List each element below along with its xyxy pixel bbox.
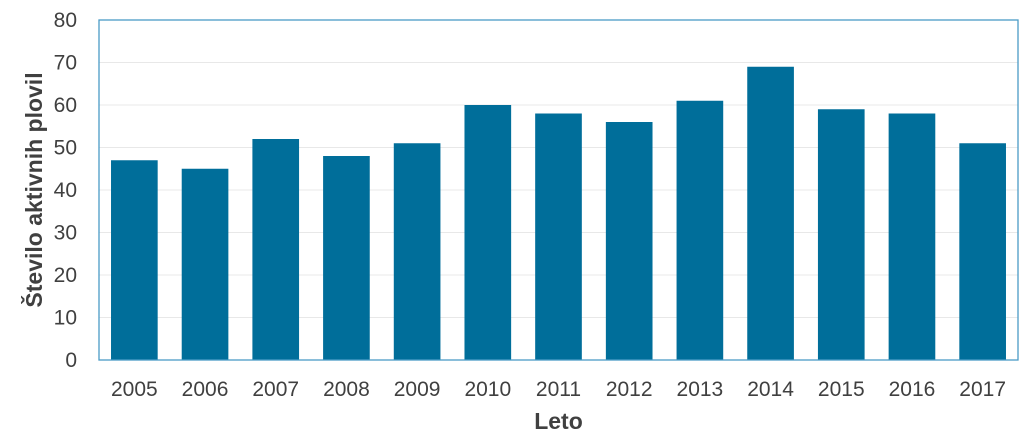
x-tick-label: 2011 xyxy=(536,378,581,401)
bar-2016 xyxy=(888,113,936,360)
y-tick-label: 70 xyxy=(54,52,77,75)
x-tick-label: 2012 xyxy=(606,378,653,401)
bar-2012 xyxy=(605,122,653,360)
x-tick-label: 2007 xyxy=(252,378,299,401)
bar-2010 xyxy=(464,105,512,360)
bar-2013 xyxy=(676,100,724,360)
bars xyxy=(111,66,1006,360)
y-tick-label: 10 xyxy=(54,307,77,330)
plot-area-border xyxy=(98,19,1019,361)
y-tick-label: 30 xyxy=(54,222,77,245)
x-tick-label: 2015 xyxy=(818,378,865,401)
y-tick-label: 40 xyxy=(54,179,77,202)
x-tick-label: 2014 xyxy=(747,378,794,401)
y-tick-labels: 0 10 20 30 40 50 60 70 80 xyxy=(54,9,77,372)
y-tick-label: 60 xyxy=(54,94,77,117)
y-tick-label: 50 xyxy=(54,137,77,160)
bar-2005 xyxy=(111,160,158,360)
bar-2014 xyxy=(747,66,794,360)
bar-2006 xyxy=(181,168,229,360)
bar-2011 xyxy=(535,113,582,360)
x-axis-title: Leto xyxy=(534,408,583,434)
bar-2009 xyxy=(393,143,441,360)
y-axis-title: Število aktivnih plovil xyxy=(20,72,47,307)
bar-2008 xyxy=(323,156,370,360)
y-tick-label: 20 xyxy=(54,264,77,287)
y-tick-label: 0 xyxy=(65,349,77,372)
x-tick-label: 2017 xyxy=(959,378,1006,401)
bar-2015 xyxy=(817,109,865,360)
x-tick-label: 2016 xyxy=(889,378,936,401)
x-tick-label: 2010 xyxy=(464,378,511,401)
x-tick-label: 2006 xyxy=(182,378,229,401)
x-tick-label: 2009 xyxy=(394,378,441,401)
bar-2017 xyxy=(959,143,1006,360)
y-tick-label: 80 xyxy=(54,9,77,32)
x-tick-label: 2013 xyxy=(677,378,724,401)
bar-2007 xyxy=(252,139,300,360)
x-tick-labels: 2005 2006 2007 2008 2009 2010 2011 2012 2013 2014… xyxy=(111,378,1006,401)
x-tick-label: 2008 xyxy=(323,378,370,401)
x-tick-label: 2005 xyxy=(111,378,158,401)
